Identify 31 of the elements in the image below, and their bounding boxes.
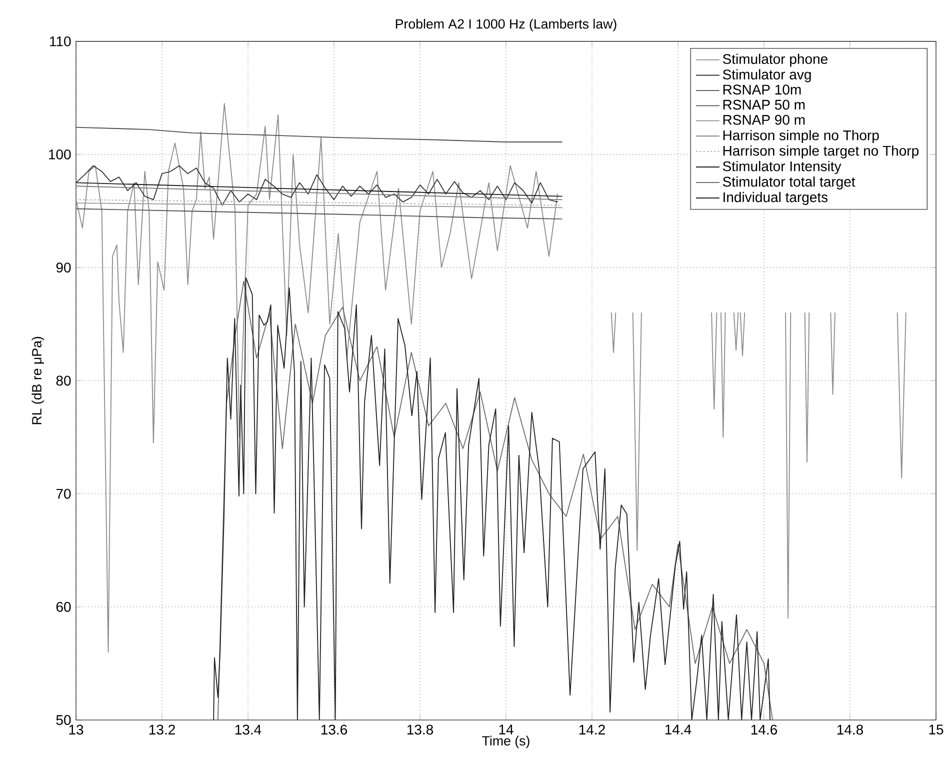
x-tick-label: 13.2 (149, 724, 175, 735)
legend-label: RSNAP 10m (723, 84, 801, 95)
legend-label: Stimulator avg (722, 69, 811, 82)
legend-label: Individual targets (724, 192, 828, 205)
legend-label: Stimulator Intensity (722, 160, 842, 174)
y-tick-label: 90 (56, 262, 71, 273)
legend-label: RSNAP 90 m (723, 114, 805, 125)
legend-label: Harrison simple no Thorp (723, 130, 879, 144)
x-tick-label: 15 (929, 724, 944, 734)
y-tick-label: 50 (56, 715, 71, 725)
chart-title: Problem A2 I 1000 Hz (Lamberts law) (396, 18, 616, 32)
legend-label: Stimulator phone (722, 54, 828, 67)
x-tick-label: 13 (69, 724, 84, 735)
legend-label: Stimulator total target (722, 176, 856, 190)
y-tick-label: 110 (50, 36, 71, 46)
x-tick-label: 13.8 (407, 724, 434, 735)
x-tick-label: 14.2 (579, 724, 605, 734)
y-tick-label: 60 (56, 602, 71, 612)
x-tick-label: 14.4 (665, 724, 692, 734)
y-axis-title: RL (dB re μPa) (32, 336, 44, 424)
y-tick-label: 80 (56, 376, 71, 386)
x-tick-label: 13.6 (321, 724, 348, 735)
x-axis-title: Time (s) (482, 736, 530, 748)
x-tick-label: 14.8 (837, 724, 864, 735)
y-tick-label: 70 (56, 488, 71, 499)
x-tick-label: 14.6 (751, 724, 778, 735)
legend-label: Harrison simple target no Thorp (723, 145, 919, 159)
x-tick-label: 14 (499, 724, 514, 734)
legend-label: RSNAP 50 m (723, 100, 805, 110)
y-tick-label: 100 (49, 149, 71, 160)
x-tick-label: 13.4 (235, 724, 262, 735)
